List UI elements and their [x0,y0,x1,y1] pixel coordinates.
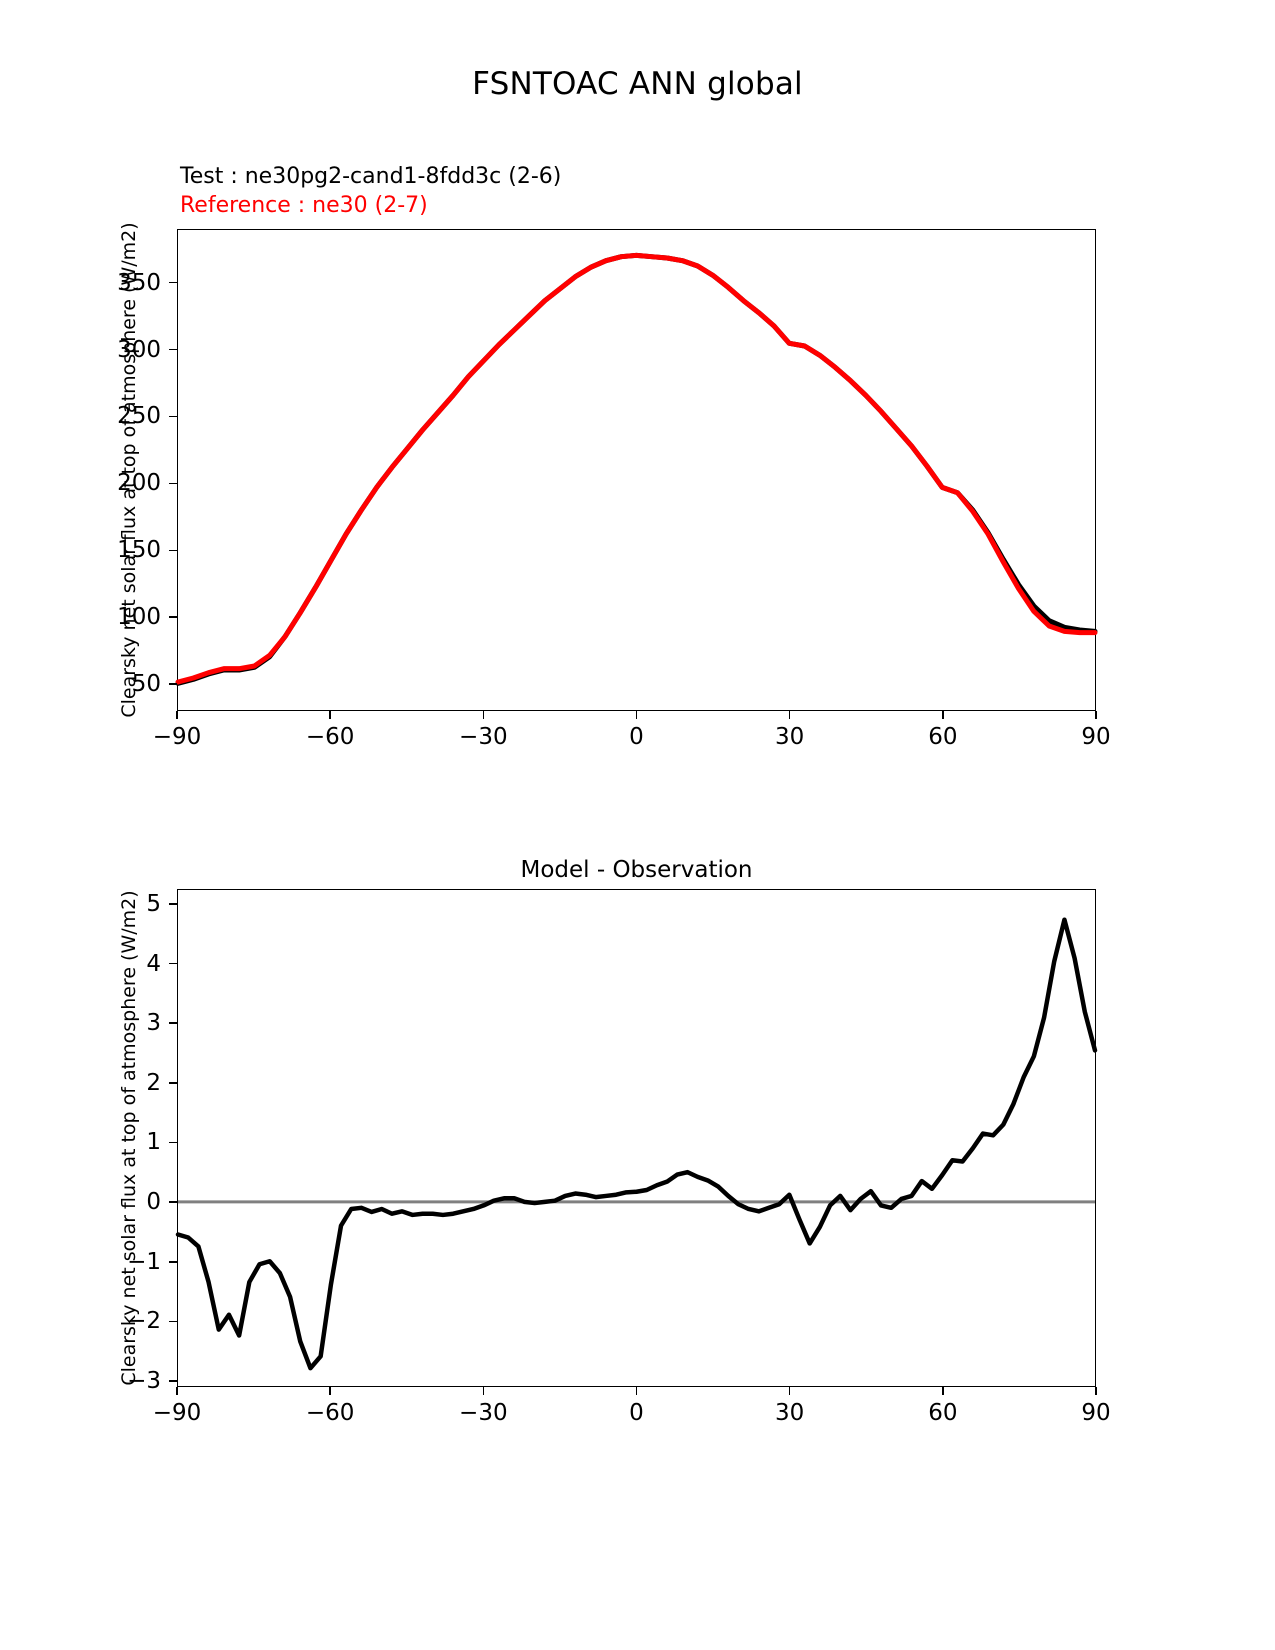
y-tick-mark [169,1022,177,1024]
bottom-panel-title: Model - Observation [177,857,1096,883]
x-tick-mark [329,711,331,719]
y-tick-mark [169,550,177,552]
y-tick-mark [169,483,177,485]
x-tick-label: 90 [1081,1400,1110,1426]
x-tick-mark [483,711,485,719]
x-tick-mark [1095,1387,1097,1395]
x-tick-label: 30 [775,1400,804,1426]
y-tick-label: −3 [67,1368,161,1394]
x-tick-mark [636,711,638,719]
y-tick-mark [169,1380,177,1382]
top-panel-ylabel: Clearsky net solar flux at top of atmosp… [118,222,140,717]
x-tick-mark [176,1387,178,1395]
series-line-1 [178,255,1095,683]
top-panel-axes [177,229,1096,711]
y-tick-mark [169,683,177,685]
x-tick-label: −30 [459,1400,508,1426]
y-tick-label: −2 [67,1308,161,1334]
x-tick-mark [483,1387,485,1395]
x-tick-label: 30 [775,724,804,750]
x-tick-label: −30 [459,724,508,750]
y-tick-label: 150 [67,537,161,563]
x-tick-label: 90 [1081,724,1110,750]
figure-title: FSNTOAC ANN global [0,66,1275,102]
legend-test-label: Test : ne30pg2-cand1-8fdd3c (2-6) [180,163,561,192]
y-tick-label: 300 [67,337,161,363]
y-tick-label: 250 [67,403,161,429]
y-tick-mark [169,963,177,965]
y-tick-mark [169,1082,177,1084]
series-line-2 [178,255,1095,682]
y-tick-mark [169,349,177,351]
y-tick-mark [169,616,177,618]
x-tick-mark [636,1387,638,1395]
bottom-panel-plot [178,890,1095,1386]
y-tick-label: 200 [67,470,161,496]
y-tick-label: 50 [67,671,161,697]
x-tick-mark [789,1387,791,1395]
y-tick-mark [169,1142,177,1144]
y-tick-mark [169,1321,177,1323]
x-tick-label: −60 [306,724,355,750]
x-tick-mark [942,1387,944,1395]
x-tick-label: 0 [629,724,644,750]
y-tick-label: 5 [67,891,161,917]
x-tick-mark [1095,711,1097,719]
x-tick-label: 60 [928,724,957,750]
bottom-panel-ylabel: Clearsky net solar flux at top of atmosp… [118,890,140,1385]
bottom-panel-axes [177,889,1096,1387]
y-tick-label: −1 [67,1249,161,1275]
y-tick-label: 2 [67,1070,161,1096]
top-panel-plot [178,230,1095,710]
x-tick-mark [176,711,178,719]
y-tick-mark [169,282,177,284]
series-line-1 [178,920,1095,1368]
x-tick-label: −60 [306,1400,355,1426]
y-tick-mark [169,1201,177,1203]
x-tick-mark [942,711,944,719]
y-tick-mark [169,903,177,905]
y-tick-label: 1 [67,1129,161,1155]
x-tick-mark [329,1387,331,1395]
y-tick-label: 4 [67,951,161,977]
legend-reference-label: Reference : ne30 (2-7) [180,192,561,221]
y-tick-label: 100 [67,604,161,630]
x-tick-label: −90 [153,724,202,750]
x-tick-label: −90 [153,1400,202,1426]
y-tick-label: 0 [67,1189,161,1215]
y-tick-label: 350 [67,270,161,296]
x-tick-mark [789,711,791,719]
y-tick-mark [169,416,177,418]
x-tick-label: 60 [928,1400,957,1426]
legend-block: Test : ne30pg2-cand1-8fdd3c (2-6) Refere… [180,163,561,220]
x-tick-label: 0 [629,1400,644,1426]
y-tick-label: 3 [67,1010,161,1036]
figure-root: FSNTOAC ANN global Test : ne30pg2-cand1-… [0,0,1275,1650]
y-tick-mark [169,1261,177,1263]
